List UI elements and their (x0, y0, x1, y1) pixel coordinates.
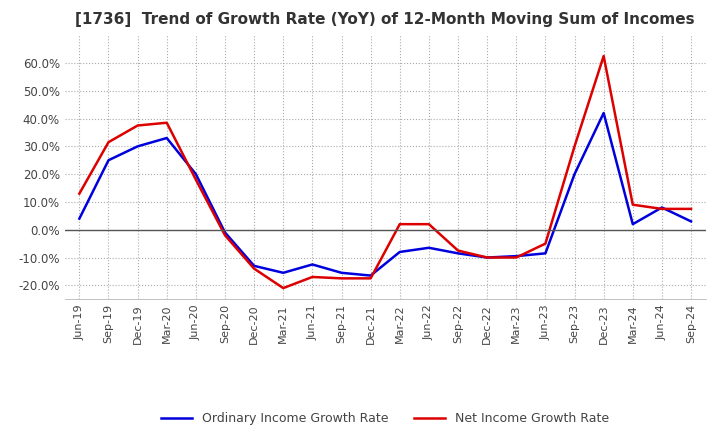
Ordinary Income Growth Rate (133, 144, 142, 149)
Net Income Growth Rate (163, 120, 171, 125)
Ordinary Income Growth Rate (250, 263, 258, 268)
Net Income Growth Rate (541, 241, 550, 246)
Ordinary Income Growth Rate (599, 110, 608, 116)
Line: Net Income Growth Rate: Net Income Growth Rate (79, 56, 691, 288)
Net Income Growth Rate (279, 286, 287, 291)
Ordinary Income Growth Rate (629, 221, 637, 227)
Net Income Growth Rate (425, 221, 433, 227)
Ordinary Income Growth Rate (687, 219, 696, 224)
Net Income Growth Rate (483, 255, 492, 260)
Net Income Growth Rate (366, 276, 375, 281)
Ordinary Income Growth Rate (163, 136, 171, 141)
Ordinary Income Growth Rate (425, 245, 433, 250)
Net Income Growth Rate (657, 206, 666, 212)
Net Income Growth Rate (75, 191, 84, 196)
Net Income Growth Rate (512, 255, 521, 260)
Net Income Growth Rate (308, 274, 317, 279)
Net Income Growth Rate (395, 221, 404, 227)
Ordinary Income Growth Rate (104, 158, 113, 163)
Title: [1736]  Trend of Growth Rate (YoY) of 12-Month Moving Sum of Incomes: [1736] Trend of Growth Rate (YoY) of 12-… (76, 12, 695, 27)
Ordinary Income Growth Rate (279, 270, 287, 275)
Net Income Growth Rate (133, 123, 142, 128)
Net Income Growth Rate (250, 266, 258, 271)
Ordinary Income Growth Rate (454, 251, 462, 256)
Net Income Growth Rate (220, 233, 229, 238)
Ordinary Income Growth Rate (657, 205, 666, 210)
Ordinary Income Growth Rate (395, 249, 404, 255)
Ordinary Income Growth Rate (512, 253, 521, 259)
Net Income Growth Rate (337, 276, 346, 281)
Ordinary Income Growth Rate (75, 216, 84, 221)
Net Income Growth Rate (599, 53, 608, 59)
Net Income Growth Rate (570, 144, 579, 149)
Ordinary Income Growth Rate (570, 172, 579, 177)
Line: Ordinary Income Growth Rate: Ordinary Income Growth Rate (79, 113, 691, 275)
Net Income Growth Rate (454, 248, 462, 253)
Ordinary Income Growth Rate (192, 172, 200, 177)
Net Income Growth Rate (104, 139, 113, 145)
Net Income Growth Rate (629, 202, 637, 207)
Ordinary Income Growth Rate (220, 230, 229, 235)
Legend: Ordinary Income Growth Rate, Net Income Growth Rate: Ordinary Income Growth Rate, Net Income … (156, 407, 614, 430)
Ordinary Income Growth Rate (366, 273, 375, 278)
Ordinary Income Growth Rate (308, 262, 317, 267)
Ordinary Income Growth Rate (541, 251, 550, 256)
Ordinary Income Growth Rate (483, 255, 492, 260)
Net Income Growth Rate (687, 206, 696, 212)
Ordinary Income Growth Rate (337, 270, 346, 275)
Net Income Growth Rate (192, 177, 200, 182)
